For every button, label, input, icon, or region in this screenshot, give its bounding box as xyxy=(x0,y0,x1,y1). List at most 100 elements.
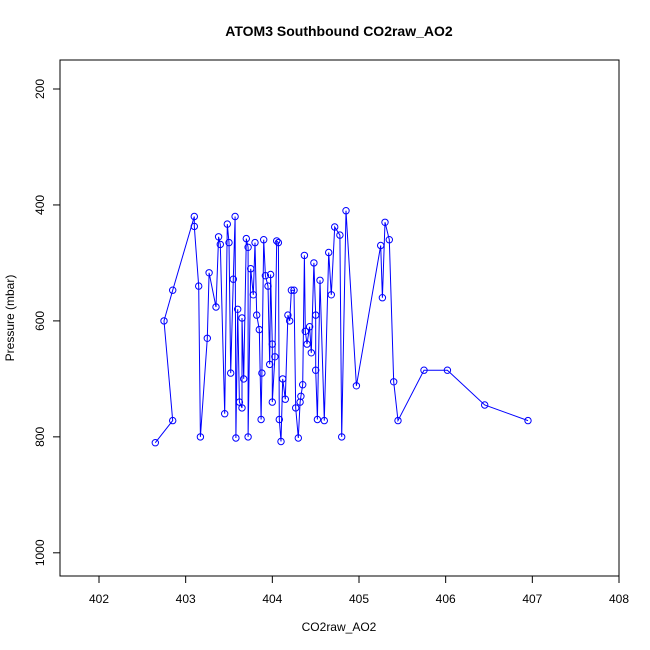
data-point xyxy=(205,269,213,277)
data-point xyxy=(151,439,160,447)
data-point xyxy=(221,410,229,418)
data-point xyxy=(244,243,252,252)
data-point xyxy=(338,433,346,441)
data-point xyxy=(238,404,246,412)
data-point xyxy=(190,222,199,231)
data-point xyxy=(443,366,452,374)
data-point xyxy=(312,366,320,374)
x-axis: 402 403 404 405 406 407 408 xyxy=(89,576,629,606)
data-point xyxy=(169,286,177,294)
data-point xyxy=(394,416,402,425)
data-point xyxy=(266,360,274,369)
data-point xyxy=(281,395,289,403)
data-point xyxy=(390,378,398,386)
data-point xyxy=(312,311,320,319)
data-point xyxy=(305,323,314,331)
data-point xyxy=(378,294,387,302)
y-tick-label: 400 xyxy=(33,195,47,215)
data-point xyxy=(247,265,255,273)
data-point xyxy=(307,349,315,357)
data-point xyxy=(261,272,270,280)
data-point xyxy=(268,340,276,348)
data-point xyxy=(286,317,294,325)
data-point xyxy=(196,433,205,441)
data-point xyxy=(169,416,177,425)
data-point xyxy=(316,276,324,284)
data-point xyxy=(277,437,285,446)
data-point xyxy=(238,314,246,322)
x-tick-label: 406 xyxy=(436,592,456,606)
data-point xyxy=(352,382,361,390)
data-point xyxy=(229,275,238,283)
data-point xyxy=(273,237,281,245)
data-point xyxy=(303,340,311,348)
chart-title: ATOM3 Southbound CO2raw_AO2 xyxy=(225,23,453,39)
data-point xyxy=(327,291,335,299)
data-point xyxy=(297,392,305,400)
data-point xyxy=(274,238,283,247)
data-point xyxy=(264,282,272,290)
data-point xyxy=(260,236,268,244)
x-tick-label: 403 xyxy=(176,592,196,606)
x-tick-label: 407 xyxy=(522,592,542,606)
data-point xyxy=(266,270,275,279)
data-point xyxy=(301,327,309,335)
y-tick-label: 200 xyxy=(33,79,47,99)
data-point xyxy=(232,434,240,442)
data-point xyxy=(240,375,248,383)
x-tick-label: 404 xyxy=(262,592,282,606)
data-point xyxy=(524,416,532,425)
data-point xyxy=(313,415,322,424)
data-point xyxy=(195,282,203,290)
data-point xyxy=(342,207,350,215)
data-point xyxy=(234,305,242,313)
data-point xyxy=(292,404,300,412)
data-point xyxy=(279,375,287,383)
data-point xyxy=(320,416,328,425)
y-axis-label: Pressure (mbar) xyxy=(3,275,17,362)
data-point xyxy=(225,238,233,247)
data-point xyxy=(271,353,279,361)
y-tick-label: 800 xyxy=(33,427,47,447)
data-point xyxy=(287,286,296,294)
data-point xyxy=(275,415,283,424)
series-0 xyxy=(151,207,532,447)
data-point xyxy=(216,240,225,249)
x-tick-label: 402 xyxy=(89,592,109,606)
data-point xyxy=(249,291,258,299)
data-point xyxy=(251,238,259,247)
data-point xyxy=(385,236,393,244)
data-point xyxy=(160,317,168,325)
plot-frame xyxy=(59,59,620,577)
y-axis: 200 400 600 800 1000 xyxy=(33,79,60,566)
data-point xyxy=(190,212,199,221)
data-point xyxy=(223,220,232,228)
data-point xyxy=(290,286,298,294)
data-point xyxy=(244,433,252,441)
data-point xyxy=(255,325,263,334)
x-tick-label: 405 xyxy=(349,592,369,606)
data-point xyxy=(268,398,276,406)
data-point xyxy=(310,259,318,267)
data-point xyxy=(294,434,302,442)
data-point xyxy=(227,369,235,377)
data-point xyxy=(203,334,212,342)
data-point xyxy=(381,218,389,227)
data-point xyxy=(242,234,251,243)
data-point xyxy=(258,369,266,377)
data-point xyxy=(231,212,239,221)
data-point xyxy=(253,311,261,319)
series-group xyxy=(151,207,532,447)
x-tick-label: 408 xyxy=(609,592,629,606)
y-tick-label: 600 xyxy=(33,311,47,331)
series-line xyxy=(154,210,529,444)
data-point xyxy=(331,223,339,231)
y-tick-label: 1000 xyxy=(33,539,47,566)
data-point xyxy=(214,233,223,241)
x-axis-label: CO2raw_AO2 xyxy=(302,620,377,634)
data-point xyxy=(377,241,385,250)
data-point xyxy=(481,401,489,409)
data-point xyxy=(336,231,344,239)
